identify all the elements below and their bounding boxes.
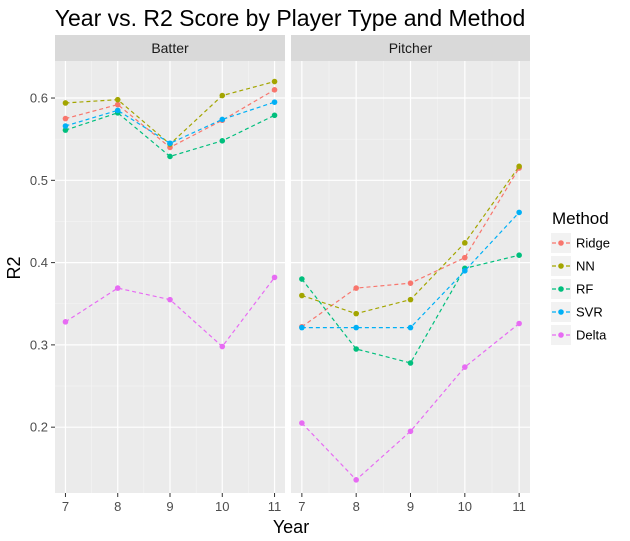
x-tick-label: 11	[268, 499, 282, 514]
y-axis: 0.2 0.3 0.4 0.5 0.6	[30, 91, 55, 435]
panel-batter: Batter 7 8 9 10 11	[55, 35, 285, 514]
data-point	[353, 324, 359, 331]
legend-key-point	[558, 263, 564, 269]
data-point	[407, 428, 414, 435]
legend-item-svr: SVR	[551, 302, 603, 322]
x-tick-label: 8	[353, 499, 360, 514]
legend-item-ridge: Ridge	[551, 233, 610, 253]
data-point	[167, 153, 173, 160]
y-tick-label: 0.6	[30, 91, 48, 106]
data-point	[516, 252, 522, 258]
x-tick-label: 9	[166, 499, 173, 514]
x-tick-label: 9	[407, 499, 414, 514]
x-axis-title: Year	[273, 517, 309, 537]
series-line	[301, 323, 520, 481]
data-point	[407, 324, 414, 331]
facet-strip	[291, 35, 530, 61]
series-delta	[299, 320, 522, 483]
data-point	[299, 276, 305, 282]
legend-title: Method	[552, 209, 609, 228]
data-point	[219, 138, 226, 144]
data-point	[114, 285, 121, 291]
legend-label: SVR	[576, 305, 603, 320]
data-point	[114, 101, 121, 108]
series-delta	[62, 274, 278, 350]
chart-panels: Batter 7 8 9 10 11 Pitcher 7 8 9 10 11	[55, 35, 530, 514]
data-point	[407, 280, 414, 286]
data-point	[353, 477, 359, 483]
data-point	[62, 123, 69, 129]
chart-title: Year vs. R2 Score by Player Type and Met…	[55, 5, 526, 31]
x-tick-label: 11	[512, 499, 526, 514]
y-tick-label: 0.4	[30, 255, 48, 270]
legend-item-delta: Delta	[551, 325, 607, 345]
data-point	[516, 209, 522, 216]
data-point	[271, 112, 278, 119]
data-point	[219, 343, 226, 350]
data-point	[62, 127, 69, 133]
legend-item-nn: NN	[551, 256, 595, 276]
x-tick-label: 7	[62, 499, 69, 514]
facet-strip-label: Batter	[151, 40, 189, 56]
x-tick-label: 8	[114, 499, 121, 514]
series-rf	[299, 252, 522, 366]
data-point	[462, 254, 468, 261]
y-tick-label: 0.5	[30, 173, 48, 188]
data-point	[516, 163, 522, 170]
data-point	[167, 140, 173, 147]
data-point	[167, 296, 173, 303]
data-point	[114, 107, 121, 114]
legend-label: NN	[576, 259, 595, 274]
data-point	[353, 310, 359, 317]
legend-key-point	[558, 240, 564, 246]
series-svr	[299, 209, 522, 331]
data-point	[271, 87, 278, 93]
legend-key-point	[558, 286, 564, 292]
data-point	[516, 320, 522, 327]
series-line	[65, 101, 275, 144]
series-svr	[62, 99, 278, 147]
legend-label: Delta	[576, 328, 607, 343]
legend-label: Ridge	[576, 236, 610, 251]
panel-pitcher: Pitcher 7 8 9 10 11	[291, 35, 530, 514]
y-tick-label: 0.3	[30, 337, 48, 352]
data-point	[407, 296, 414, 303]
data-point	[462, 240, 468, 246]
y-axis-title: R2	[4, 256, 24, 279]
x-tick-label: 10	[215, 499, 229, 514]
data-point	[271, 274, 278, 281]
x-tick-label: 7	[298, 499, 305, 514]
data-point	[62, 319, 69, 325]
data-point	[299, 420, 305, 426]
series-line	[301, 254, 520, 364]
data-point	[299, 324, 305, 331]
data-point	[407, 360, 414, 366]
data-point	[62, 115, 69, 122]
facet-strip	[55, 35, 285, 61]
data-point	[271, 78, 278, 85]
data-point	[353, 346, 359, 352]
legend-label: RF	[576, 282, 593, 297]
data-point	[462, 268, 468, 274]
legend-item-rf: RF	[551, 279, 593, 299]
data-point	[62, 100, 69, 106]
data-point	[353, 285, 359, 291]
series-nn	[299, 163, 522, 317]
series-line	[65, 112, 275, 158]
data-point	[299, 292, 305, 299]
data-point	[462, 364, 468, 370]
data-point	[114, 96, 121, 103]
x-tick-label: 10	[458, 499, 472, 514]
data-point	[219, 116, 226, 123]
data-point	[219, 92, 226, 99]
legend: Method Ridge NN RF SVR Delta	[551, 209, 610, 345]
legend-key-point	[558, 332, 564, 338]
facet-strip-label: Pitcher	[389, 40, 433, 56]
data-point	[271, 99, 278, 105]
legend-key-point	[558, 309, 564, 315]
y-tick-label: 0.2	[30, 420, 48, 435]
